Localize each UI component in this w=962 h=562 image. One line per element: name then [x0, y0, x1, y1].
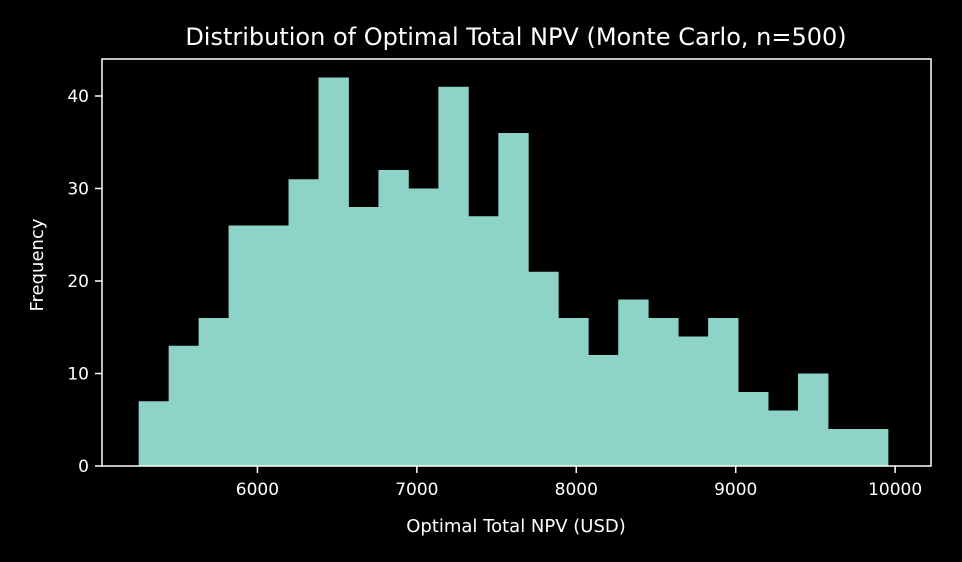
histogram-bar: [558, 318, 589, 466]
histogram-bar: [258, 225, 289, 466]
histogram-bar: [828, 429, 859, 466]
histogram-bar: [498, 133, 529, 466]
histogram-bar: [588, 355, 619, 466]
y-axis-ticks: 0 10 20 30 40: [67, 87, 102, 477]
x-tick-label: 7000: [395, 480, 438, 500]
histogram-bar: [228, 225, 259, 466]
y-tick-label: 10: [67, 365, 89, 385]
x-tick-label: 8000: [555, 480, 598, 500]
histogram-bar: [438, 86, 469, 466]
histogram-bar: [378, 170, 409, 466]
histogram-bar: [198, 318, 229, 466]
histogram-bar: [318, 77, 349, 466]
x-tick-label: 10000: [868, 480, 922, 500]
histogram-bars: [138, 77, 889, 466]
histogram-bar: [798, 373, 829, 466]
histogram-bar: [708, 318, 739, 466]
histogram-bar: [528, 271, 559, 466]
y-tick-label: 40: [67, 87, 89, 107]
chart-title: Distribution of Optimal Total NPV (Monte…: [185, 23, 846, 51]
histogram-bar: [408, 188, 439, 466]
histogram-bar: [857, 429, 889, 466]
axes-frame: [101, 58, 932, 467]
histogram-bar: [348, 207, 379, 466]
histogram-bar: [738, 392, 769, 466]
x-tick-label: 6000: [236, 480, 279, 500]
y-tick-label: 30: [67, 180, 89, 200]
histogram-bar: [468, 216, 499, 466]
histogram-bar: [288, 179, 319, 466]
x-tick-label: 9000: [714, 480, 757, 500]
y-axis-label: Frequency: [27, 218, 48, 311]
histogram-bar: [768, 410, 799, 466]
histogram-bar: [138, 401, 170, 466]
y-tick-label: 0: [78, 457, 89, 477]
histogram-bar: [648, 318, 679, 466]
histogram-bar: [618, 299, 649, 466]
x-axis-label: Optimal Total NPV (USD): [406, 516, 626, 537]
y-tick-label: 20: [67, 272, 89, 292]
histogram-bar: [168, 345, 200, 466]
x-axis-ticks: 6000 7000 8000 9000 10000: [236, 466, 922, 500]
histogram-bar: [678, 336, 709, 466]
